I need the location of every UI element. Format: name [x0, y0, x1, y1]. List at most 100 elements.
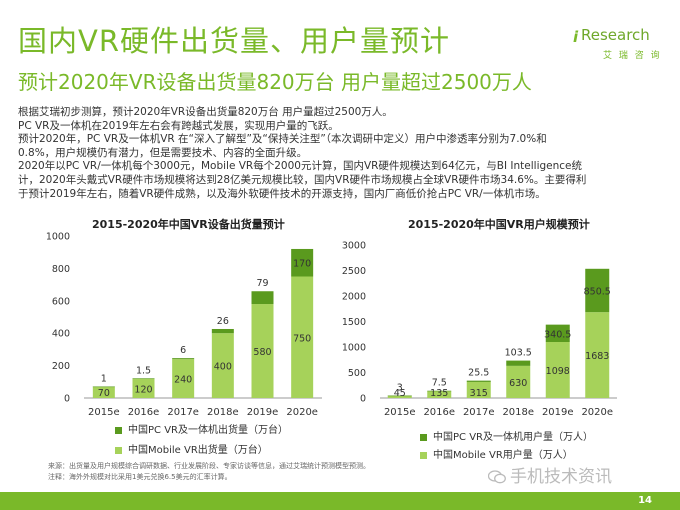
chart2-title: 2015-2020年中国VR用户规模预计 — [408, 218, 590, 231]
chart2-bar-pc — [585, 268, 610, 313]
wechat-icon — [488, 470, 506, 484]
chart1-data-label-pc: 1.5 — [136, 365, 151, 376]
chart1-data-label-mobile: 750 — [293, 333, 311, 344]
chart1-x-tick-label: 2019e — [247, 407, 279, 418]
chart1-x-tick-label: 2016e — [128, 407, 160, 418]
chart2-bar-mobile — [387, 395, 412, 398]
source-note: 来源：出货量及用户规模综合调研数据、行业发展阶段、专家访谈等信息，通过艾瑞统计预… — [48, 461, 370, 483]
chart2-data-label-mobile: 315 — [470, 388, 488, 399]
chart2-data-label-pc: 340.5 — [544, 329, 571, 340]
chart2-bar-pc — [427, 390, 452, 392]
chart2-data-label-mobile: 45 — [394, 388, 406, 399]
watermark: 手机技术资讯 — [488, 462, 612, 487]
chart1-bar-pc — [92, 386, 115, 388]
chart2-bar-mobile — [427, 391, 452, 398]
chart2-legend-mobile: 中国Mobile VR用户量（万人） — [420, 446, 573, 461]
chart2-ytick-label: 2000 — [342, 292, 366, 303]
chart1-data-label-pc: 26 — [217, 316, 229, 327]
chart2-data-label-mobile: 1098 — [546, 366, 570, 377]
chart2-ytick-label: 3000 — [342, 241, 366, 252]
body-line: 2020年以PC VR/一体机每个3000元，Mobile VR每个2000元计… — [18, 160, 583, 173]
chart1-ytick-label: 0 — [64, 394, 70, 405]
chart2-data-label-pc: 850.5 — [584, 286, 611, 297]
chart2-bar-pc — [506, 360, 531, 366]
chart1-bar-mobile — [211, 333, 234, 398]
chart2-bar-pc — [545, 324, 570, 343]
chart1-data-label-pc: 170 — [293, 259, 311, 270]
source-line: 来源：出货量及用户规模综合调研数据、行业发展阶段、专家访谈等信息，通过艾瑞统计预… — [48, 462, 370, 470]
chart2-bar-mobile — [506, 365, 531, 398]
chart2-bar-pc — [387, 395, 412, 397]
chart2-x-tick-label: 2015e — [384, 407, 416, 418]
body-line: PC VR及一体机在2019年左右会有跨越式发展，实现用户量的飞跃。 — [18, 119, 339, 132]
footer-bar: 14 — [0, 492, 680, 510]
watermark-text: 手机技术资讯 — [510, 467, 612, 487]
chart2-bar-mobile — [545, 342, 570, 398]
chart2-ytick-label: 0 — [360, 394, 366, 405]
legend-swatch — [420, 433, 427, 441]
chart1-ytick-label: 400 — [52, 329, 70, 340]
logo-mark: i — [573, 28, 579, 46]
chart1-bar-mobile — [92, 386, 115, 398]
chart2-data-label-pc: 3 — [397, 383, 403, 394]
chart1-bar-pc — [132, 378, 155, 379]
legend-label: 中国PC VR及一体机用户量（万人） — [433, 432, 593, 443]
chart2-data-label-mobile: 1683 — [585, 351, 609, 362]
chart1-bar-mobile — [291, 276, 314, 398]
body-line: 0.8%，用户规模仍有潜力，但是需要技术、内容的全面升级。 — [18, 146, 308, 159]
chart2-data-label-mobile: 135 — [430, 388, 448, 399]
note-line: 注释：海外外规模对比采用1美元兑换6.5美元的汇率计算。 — [48, 473, 232, 481]
chart1-x-tick-label: 2015e — [88, 407, 120, 418]
chart1-bar-pc — [291, 248, 314, 277]
body-line: 根据艾瑞初步测算，预计2020年VR设备出货量820万台 用户量超过2500万人… — [18, 106, 393, 118]
chart1-bar-pc — [211, 328, 234, 334]
chart1-data-label-mobile: 120 — [134, 384, 152, 395]
chart2-data-label-pc: 7.5 — [432, 378, 447, 389]
chart1-ytick-label: 600 — [52, 296, 70, 307]
chart2-ytick-label: 1500 — [342, 317, 366, 328]
chart1-bar-mobile — [132, 378, 155, 398]
body-paragraph: 根据艾瑞初步测算，预计2020年VR设备出货量820万台 用户量超过2500万人… — [18, 106, 668, 201]
chart1-data-label-mobile: 580 — [253, 347, 271, 358]
chart2-bar-pc — [466, 380, 491, 382]
chart1-x-tick-label: 2018e — [207, 407, 239, 418]
chart1-ytick-label: 1000 — [46, 232, 70, 243]
chart2-data-label-mobile: 630 — [509, 378, 527, 389]
chart1-legend-mobile: 中国Mobile VR出货量（万台） — [115, 441, 268, 456]
body-line: 计，2020年头戴式VR硬件市场规模将达到28亿美元规模比较，国内VR硬件市场规… — [18, 173, 587, 186]
chart1-bar-mobile — [172, 359, 195, 398]
chart1-ytick-label: 200 — [52, 361, 70, 372]
chart2-ytick-label: 500 — [348, 368, 366, 379]
chart1-x-tick-label: 2017e — [167, 407, 199, 418]
chart2-x-tick-label: 2016e — [423, 407, 455, 418]
legend-label: 中国Mobile VR用户量（万人） — [433, 450, 573, 461]
chart1-bar-mobile — [251, 304, 274, 398]
chart1-data-label-mobile: 240 — [174, 375, 192, 386]
chart1-title: 2015-2020年中国VR设备出货量预计 — [92, 218, 285, 231]
chart2-bar-mobile — [585, 312, 610, 398]
logo-name: Research — [581, 26, 650, 44]
chart1-ytick-label: 800 — [52, 264, 70, 275]
chart1-data-label-pc: 79 — [256, 278, 268, 289]
page-subtitle: 预计2020年VR设备出货量820万台 用户量超过2500万人 — [18, 70, 532, 94]
page-number: 14 — [638, 495, 652, 506]
chart1-data-label-mobile: 400 — [214, 362, 232, 373]
chart2-x-tick-label: 2019e — [542, 407, 574, 418]
chart2-x-tick-label: 2017e — [463, 407, 495, 418]
chart1-x-tick-label: 2020e — [286, 407, 318, 418]
chart2-bar-mobile — [466, 381, 491, 398]
chart1-legend-pc: 中国PC VR及一体机出货量（万台） — [115, 421, 288, 436]
iresearch-logo: i Research 艾 瑞 咨 询 — [573, 26, 665, 66]
body-line: 于预计2019年左右，随着VR硬件成熟，以及海外软硬件技术的开源支持，国内厂商低… — [18, 187, 546, 200]
chart2-ytick-label: 1000 — [342, 343, 366, 354]
chart2-ytick-label: 2500 — [342, 266, 366, 277]
logo-cn: 艾 瑞 咨 询 — [603, 51, 662, 61]
chart1-data-label-mobile: 70 — [98, 388, 110, 399]
chart2-x-tick-label: 2020e — [581, 407, 613, 418]
chart1-bar-pc — [251, 291, 274, 305]
chart1-data-label-pc: 6 — [180, 345, 186, 356]
chart2-legend-pc: 中国PC VR及一体机用户量（万人） — [420, 428, 593, 443]
chart2-x-tick-label: 2018e — [502, 407, 534, 418]
page-title: 国内VR硬件出货量、用户量预计 — [18, 24, 450, 58]
